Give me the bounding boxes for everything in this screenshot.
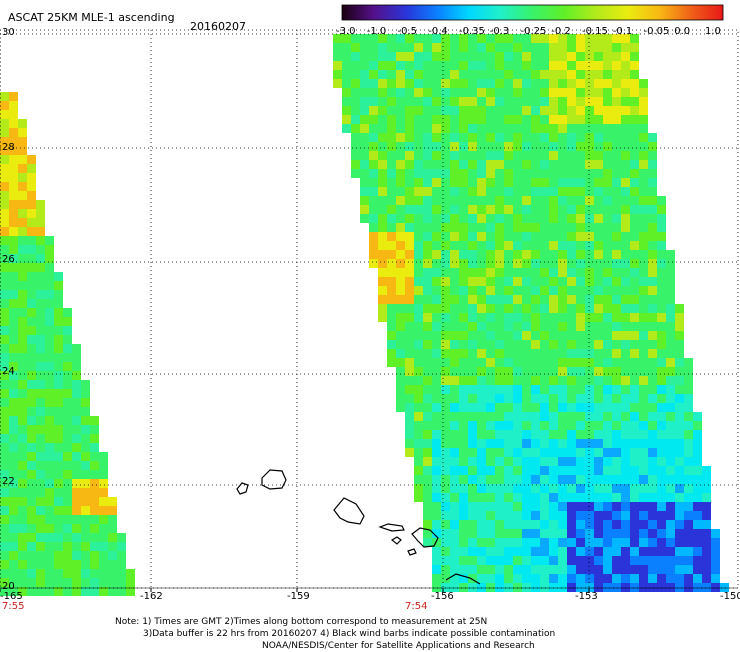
lon-label-162: -162: [140, 591, 163, 602]
colorbar-label: -0.35: [459, 26, 485, 37]
colorbar-label: -0.5: [397, 26, 418, 37]
colorbar: [341, 4, 724, 21]
colorbar-label: -0.2: [551, 26, 571, 37]
lon-label-159: -159: [287, 591, 310, 602]
lat-label-26: 26: [2, 254, 15, 265]
colorbar-label: -0.15: [582, 26, 608, 37]
island-oahu: [333, 497, 365, 525]
lon-label-165: -165: [0, 591, 23, 602]
swath-layer: [0, 34, 729, 596]
colorbar-label: -0.25: [520, 26, 547, 37]
pass-time-left: 7:55: [2, 601, 25, 612]
island-lanai: [390, 536, 402, 545]
colorbar-label: -0.1: [612, 26, 633, 37]
map-title: ASCAT 25KM MLE-1 ascending: [8, 11, 175, 24]
lon-label-156: -156: [431, 591, 454, 602]
colorbar-label: 0.0: [674, 26, 691, 37]
lat-label-30: 30: [2, 27, 15, 38]
lat-label-24: 24: [2, 366, 15, 377]
pass-time-right: 7:54: [405, 601, 428, 612]
colorbar-label: -1.0: [366, 26, 387, 37]
lon-label-150: -150: [720, 591, 740, 602]
lat-label-20: 20: [2, 581, 15, 592]
colorbar-label: 1.0: [705, 26, 721, 37]
note-line-1: Note: 1) Times are GMT 2)Times along bot…: [115, 617, 488, 627]
island-kauai: [261, 469, 287, 490]
colorbar-gradient: [342, 5, 723, 20]
island-niihau: [236, 482, 249, 495]
lat-label-28: 28: [2, 142, 15, 153]
lat-label-22: 22: [2, 476, 15, 487]
colorbar-label: -0.3: [489, 26, 510, 37]
note-line-2: 3)Data buffer is 22 hrs from 20160207 4)…: [143, 629, 556, 639]
island-outlines: [236, 469, 481, 585]
map-date: 20160207: [190, 20, 246, 33]
colorbar-label: -3.0: [336, 26, 356, 37]
axis-ticks: [0, 587, 738, 592]
lat-lon-grid: [0, 29, 739, 589]
colorbar-label: -0.05: [643, 26, 670, 37]
note-line-3: NOAA/NESDIS/Center for Satellite Applica…: [262, 641, 535, 651]
colorbar-label: -0.4: [428, 26, 448, 37]
lon-label-153: -153: [575, 591, 598, 602]
island-molokai: [378, 523, 405, 532]
island-kahoolawe: [407, 548, 417, 556]
island-hawaii-big: [445, 573, 481, 585]
island-maui: [411, 527, 439, 548]
colorbar-frame: [341, 4, 724, 21]
